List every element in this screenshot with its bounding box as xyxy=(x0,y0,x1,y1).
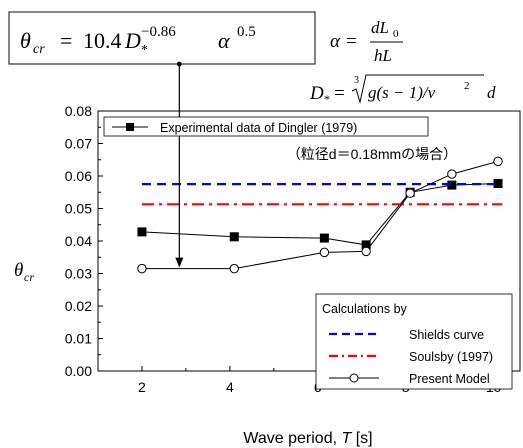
legend-present-marker xyxy=(349,373,359,383)
y-tick-label-2: 0.02 xyxy=(65,298,92,314)
formula-theta: θ xyxy=(20,28,31,53)
data-point-circle-4 xyxy=(405,188,415,198)
formula-equals: = xyxy=(60,28,72,53)
chart-annotation: （粒径d＝0.18mmの場合） xyxy=(287,146,457,162)
data-point-circle-3 xyxy=(361,246,371,257)
y-tick-label-0: 0.00 xyxy=(65,363,92,379)
x-axis-label: Wave period, T [s] xyxy=(243,430,372,447)
legend-bottom: Calculations by Shields curve Soulsby (1… xyxy=(315,293,513,390)
formula-d-exponent: −0.86 xyxy=(141,24,176,40)
cube-root-sign xyxy=(351,74,484,104)
formula-dstar: D xyxy=(124,28,141,53)
y-tick-label-6: 0.06 xyxy=(65,168,92,184)
y-tick-label-5: 0.05 xyxy=(65,201,92,217)
legend-shields-label: Shields curve xyxy=(409,328,484,342)
series-layer xyxy=(137,156,503,274)
dstar-lhs: D xyxy=(309,83,324,104)
y-tick-label-7: 0.07 xyxy=(65,136,92,152)
legend-top-marker xyxy=(126,123,134,131)
legend-bottom-title: Calculations by xyxy=(322,302,408,316)
data-point-circle-2 xyxy=(319,247,330,258)
data-point-square-0 xyxy=(137,227,147,237)
y-axis-label: θ cr xyxy=(14,260,34,284)
legend-top: Experimental data of Dingler (1979) xyxy=(103,116,429,137)
data-point-circle-1 xyxy=(229,263,239,274)
legend-top-label: Experimental data of Dingler (1979) xyxy=(160,121,357,135)
data-point-circle-0 xyxy=(137,263,147,274)
x-axis-label-text: Wave period, xyxy=(243,430,341,447)
y-tick-label-1: 0.01 xyxy=(65,331,92,347)
cube-root-index: 3 xyxy=(354,75,359,86)
formula-dstar-sub: * xyxy=(141,43,148,58)
y-axis-label-theta: θ xyxy=(14,260,23,281)
x-axis-label-var: T xyxy=(342,430,353,447)
y-tick-label-8: 0.08 xyxy=(65,103,92,119)
arrow-head xyxy=(175,257,184,268)
y-axis-label-sub: cr xyxy=(24,270,34,284)
annotation-arrow xyxy=(175,61,184,268)
formula-coefficient: 10.4 xyxy=(83,28,122,53)
formula-frame xyxy=(8,11,316,65)
definitions: α = dL 0 hL D * = 3 g(s − 1)/ν 2 d xyxy=(309,18,496,106)
formula-theta-sub: cr xyxy=(33,42,45,57)
data-point-square-3 xyxy=(361,240,371,250)
data-point-square-6 xyxy=(493,178,503,188)
data-point-square-1 xyxy=(229,232,239,242)
legend-present-label: Present Model xyxy=(409,372,490,386)
dstar-tail: d xyxy=(487,83,496,102)
formula-alpha-exponent: 0.5 xyxy=(237,24,256,40)
x-tick-label-0: 2 xyxy=(138,379,146,395)
legend-bottom-frame xyxy=(315,293,513,390)
dstar-rhs-sup: 2 xyxy=(464,80,470,92)
alpha-denominator: hL xyxy=(374,46,392,65)
x-axis-label-unit: [s] xyxy=(351,430,372,447)
y-tick-label-4: 0.04 xyxy=(65,233,92,249)
alpha-numerator: dL xyxy=(371,18,389,37)
axis-ticks: 0.000.010.020.030.040.050.060.070.082468… xyxy=(65,103,502,395)
y-tick-label-3: 0.03 xyxy=(65,266,92,282)
data-point-circle-6 xyxy=(493,156,503,167)
data-point-square-5 xyxy=(447,180,457,190)
data-point-square-2 xyxy=(319,233,329,243)
data-point-circle-5 xyxy=(447,169,457,179)
legend-soulsby-label: Soulsby (1997) xyxy=(409,350,493,364)
dstar-rhs: g(s − 1)/ν xyxy=(368,83,436,102)
dstar-equals: = xyxy=(334,83,345,104)
formula-alpha: α xyxy=(218,28,230,53)
dstar-lhs-sub: * xyxy=(324,92,330,106)
x-tick-label-1: 4 xyxy=(226,379,234,395)
alpha-lhs: α = xyxy=(330,31,358,52)
legend-top-frame xyxy=(103,116,429,137)
alpha-numerator-sub: 0 xyxy=(393,28,399,40)
formula-box: θ cr = 10.4 D * −0.86 α 0.5 xyxy=(8,11,316,65)
